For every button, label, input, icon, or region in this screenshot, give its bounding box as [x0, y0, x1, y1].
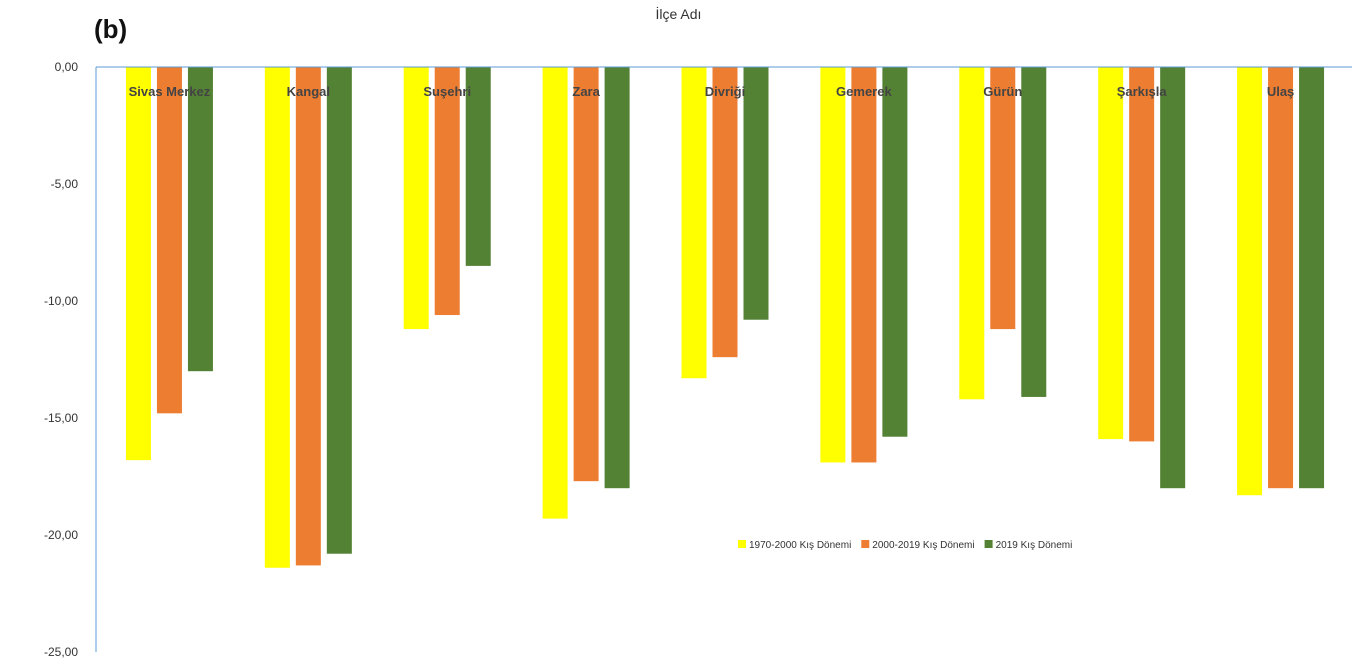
category-label: Gürün: [983, 84, 1022, 99]
category-label: Zara: [572, 84, 600, 99]
bar: [403, 67, 429, 330]
bar: [465, 67, 491, 266]
bar: [959, 67, 985, 400]
bar: [573, 67, 599, 482]
bar: [187, 67, 213, 372]
y-tick-label: -5,00: [51, 177, 79, 191]
bar: [1299, 67, 1325, 489]
category-label: Ulaş: [1267, 84, 1294, 99]
y-tick-label: 0,00: [55, 60, 79, 74]
bar: [125, 67, 151, 461]
category-label: Şarkışla: [1117, 84, 1168, 99]
chart-title: İlçe Adı: [655, 6, 702, 22]
category-label: Divriği: [705, 84, 745, 99]
bar: [295, 67, 321, 566]
bar: [1021, 67, 1047, 397]
bar: [851, 67, 877, 463]
bar: [1237, 67, 1263, 496]
bar: [712, 67, 738, 358]
category-labels: Sivas Merkez Kangal Suşehri Zara Divriği Geme…: [129, 84, 1295, 99]
category-label: Gemerek: [836, 84, 892, 99]
bar: [681, 67, 707, 379]
panel-label: (b): [94, 14, 128, 44]
legend-swatch: [984, 540, 993, 548]
bars-group: [125, 67, 1325, 568]
y-tick-label: -20,00: [44, 528, 78, 542]
bar: [1160, 67, 1186, 489]
legend-label: 2019 Kış Dönemi: [996, 540, 1073, 551]
legend-label: 1970-2000 Kış Dönemi: [749, 540, 851, 551]
bar: [604, 67, 630, 489]
bar: [326, 67, 352, 554]
legend-label: 2000-2019 Kış Dönemi: [872, 540, 974, 551]
category-label: Sivas Merkez: [129, 84, 211, 99]
y-tick-labels: 0,00 -5,00 -10,00 -15,00 -20,00 -25,00: [44, 60, 78, 659]
legend-swatch: [738, 540, 746, 548]
category-label: Suşehri: [423, 84, 471, 99]
category-label: Kangal: [287, 84, 330, 99]
bar: [542, 67, 568, 519]
bar: [1129, 67, 1155, 442]
y-tick-label: -25,00: [44, 645, 78, 659]
legend-swatch: [861, 540, 870, 548]
bar: [1268, 67, 1294, 489]
legend: 1970-2000 Kış Dönemi 2000-2019 Kış Dönemi…: [738, 540, 1072, 551]
y-tick-label: -15,00: [44, 411, 78, 425]
bar: [990, 67, 1016, 330]
bar: [743, 67, 769, 320]
bar: [264, 67, 290, 568]
bar: [882, 67, 908, 437]
bar: [1098, 67, 1124, 440]
bar: [434, 67, 460, 316]
bar: [820, 67, 846, 463]
bar: [156, 67, 182, 414]
y-tick-label: -10,00: [44, 294, 78, 308]
